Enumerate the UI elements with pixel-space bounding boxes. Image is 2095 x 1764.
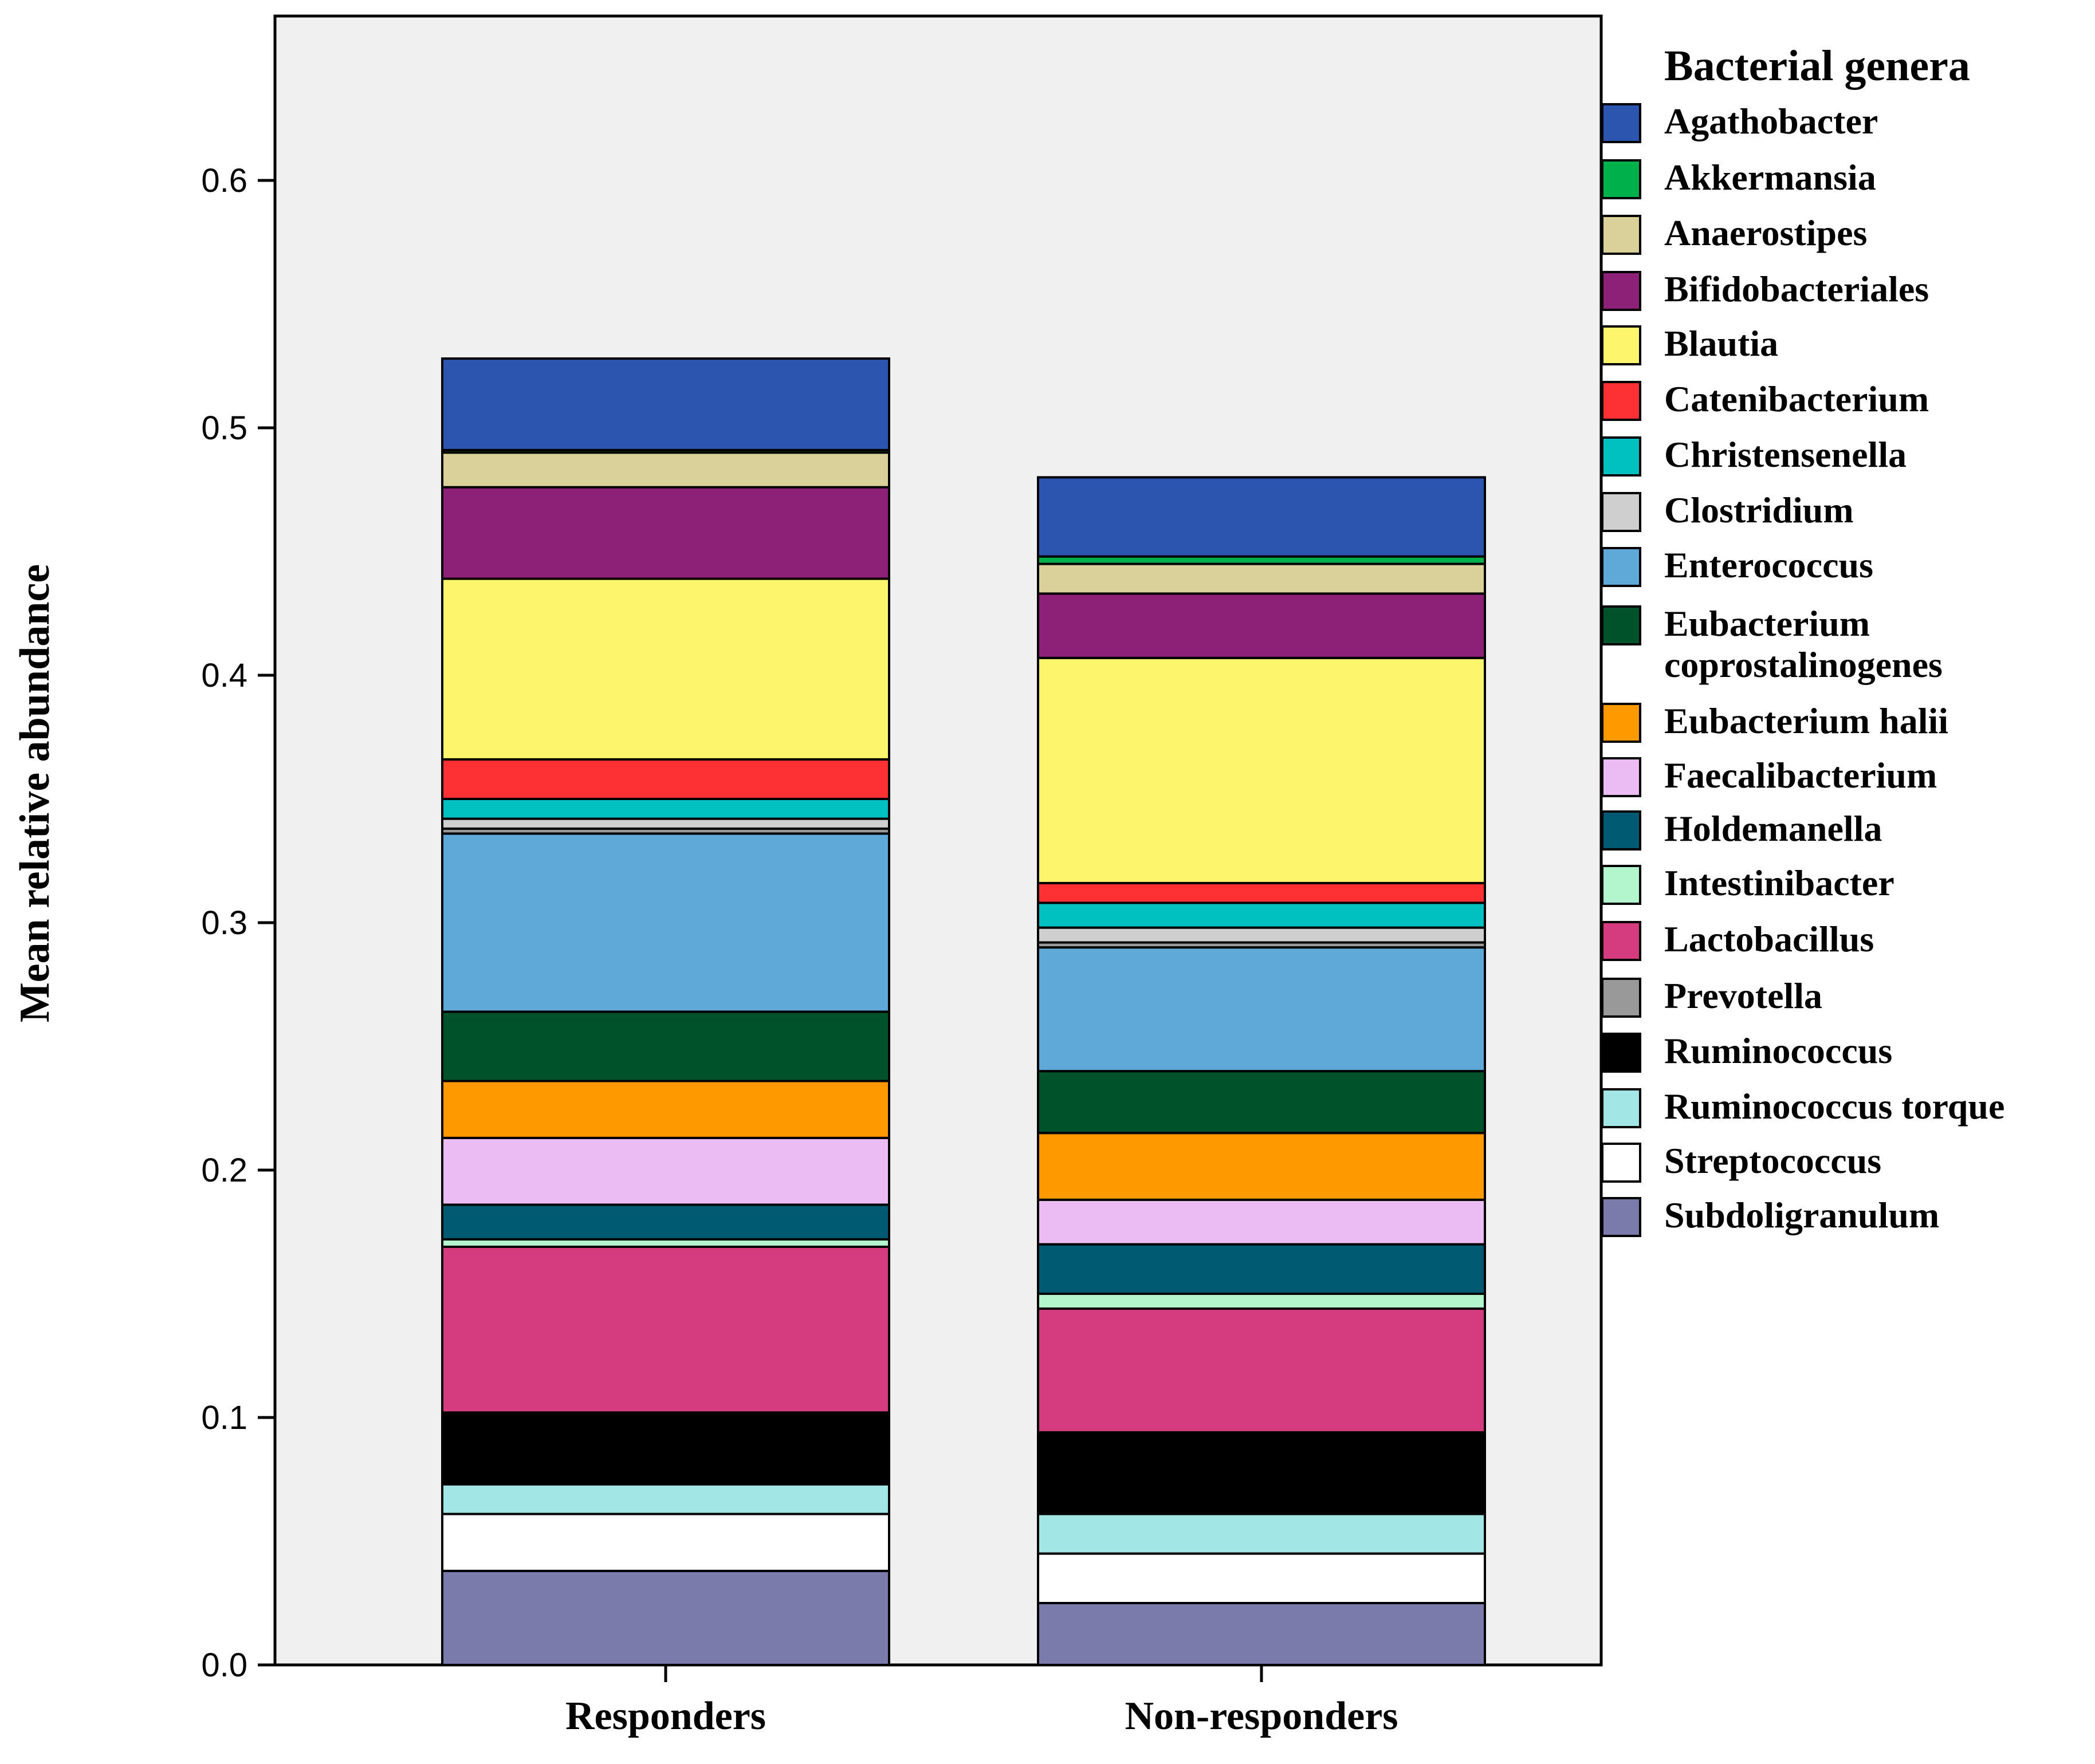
legend-label: Streptococcus: [1664, 1140, 1881, 1181]
bar-segment-clostridium-responders: [441, 817, 890, 830]
legend-label: Agathobacter: [1664, 101, 1878, 141]
legend-label: Anaerostipes: [1664, 212, 1867, 253]
legend-label: Eubacterium: [1664, 603, 1870, 644]
legend: Bacterial genera Agathobacter Akkermansia…: [1601, 42, 2004, 1237]
bars-layer: [441, 357, 1486, 1667]
legend-label: Holdemanella: [1664, 808, 1882, 849]
bar-segment-clostridium-non-responders: [1037, 926, 1486, 944]
legend-label: Christensenella: [1664, 434, 1907, 475]
legend-label: coprostalinogenes: [1664, 644, 1943, 685]
legend-swatch: [1601, 492, 1641, 532]
y-tick-label: 0.2: [201, 1152, 247, 1189]
bar-segment-faecalibacterium-responders: [441, 1136, 890, 1206]
bar-segment-anaerostipes-responders: [441, 451, 890, 489]
legend-label: Blautia: [1664, 323, 1778, 364]
y-tick-label: 0.3: [201, 904, 247, 942]
bar-segment-eubacterium-coprostalinogenes-responders: [441, 1010, 890, 1082]
legend-label: Bifidobacteriales: [1664, 269, 1929, 309]
legend-swatch: [1601, 978, 1641, 1018]
axes-layer: 0.0 0.1 0.2 0.3 0.4 0.5 0.6 Responders Non-respo…: [201, 162, 1398, 1738]
legend-swatch: [1601, 215, 1641, 255]
y-tick-label: 0.6: [201, 162, 247, 199]
bar-segment-blautia-non-responders: [1037, 656, 1486, 884]
legend-label: Prevotella: [1664, 975, 1822, 1016]
bar-segment-christensenella-non-responders: [1037, 901, 1486, 929]
bar-segment-bifidobacteriales-non-responders: [1037, 592, 1486, 659]
bar-segment-holdemanella-non-responders: [1037, 1243, 1486, 1296]
legend-label: Ruminococcus: [1664, 1030, 1892, 1071]
legend-label: Lactobacillus: [1664, 919, 1874, 959]
bar-segment-subdoligranulum-responders: [441, 1569, 890, 1667]
bar-segment-enterococcus-responders: [441, 832, 890, 1013]
bar-segment-streptococcus-responders: [441, 1513, 890, 1572]
bar-segment-eubacterium-coprostalinogenes-non-responders: [1037, 1070, 1486, 1135]
legend-label: Subdoligranulum: [1664, 1195, 1939, 1235]
legend-swatch: [1601, 605, 1641, 645]
y-tick-label: 0.1: [201, 1399, 247, 1436]
legend-label: Ruminococcus torque: [1664, 1086, 2004, 1127]
bar-segment-eubacterium-halii-non-responders: [1037, 1132, 1486, 1201]
y-axis-label: Mean relative abundance: [11, 564, 58, 1022]
legend-swatch: [1601, 325, 1641, 365]
legend-swatch: [1601, 436, 1641, 477]
legend-swatch: [1601, 810, 1641, 850]
bar-segment-streptococcus-non-responders: [1037, 1552, 1486, 1605]
bar-segment-faecalibacterium-non-responders: [1037, 1198, 1486, 1246]
legend-swatch: [1601, 1088, 1641, 1128]
x-category-label: Responders: [565, 1694, 766, 1738]
legend-swatch: [1601, 271, 1641, 311]
legend-label: Clostridium: [1664, 490, 1854, 530]
legend-swatch: [1601, 103, 1641, 143]
x-category-label: Non-responders: [1125, 1694, 1398, 1738]
legend-title: Bacterial genera: [1664, 42, 1970, 90]
legend-swatch: [1601, 1143, 1641, 1183]
legend-swatch: [1601, 921, 1641, 961]
legend-label: Faecalibacterium: [1664, 755, 1937, 796]
bar-segment-holdemanella-responders: [441, 1203, 890, 1241]
y-tick-label: 0.4: [201, 657, 247, 694]
legend-label: Eubacterium halii: [1664, 700, 1948, 741]
bar-segment-catenibacterium-non-responders: [1037, 881, 1486, 904]
bar-segment-ruminococcus-torque-non-responders: [1037, 1513, 1486, 1555]
bar-segment-bifidobacteriales-responders: [441, 486, 890, 580]
legend-swatch: [1601, 1033, 1641, 1073]
legend-label: Enterococcus: [1664, 545, 1873, 585]
bar-segment-enterococcus-non-responders: [1037, 946, 1486, 1073]
bar-segment-agathobacter-non-responders: [1037, 476, 1486, 558]
bar-segment-lactobacillus-responders: [441, 1245, 890, 1414]
legend-swatch: [1601, 381, 1641, 421]
bar-segment-anaerostipes-non-responders: [1037, 562, 1486, 595]
legend-label: Catenibacterium: [1664, 379, 1929, 419]
legend-swatch: [1601, 159, 1641, 199]
bar-segment-subdoligranulum-non-responders: [1037, 1602, 1486, 1666]
bar-segment-ruminococcus-responders: [441, 1411, 890, 1486]
bar-segment-catenibacterium-responders: [441, 758, 890, 801]
legend-swatch: [1601, 1197, 1641, 1237]
legend-label: Akkermansia: [1664, 157, 1876, 198]
bar-segment-ruminococcus-non-responders: [1037, 1431, 1486, 1515]
legend-label: Intestinibacter: [1664, 863, 1894, 903]
bar-segment-ruminococcus-torque-responders: [441, 1483, 890, 1515]
legend-swatch: [1601, 547, 1641, 587]
bar-segment-christensenella-responders: [441, 798, 890, 820]
bar-segment-blautia-responders: [441, 577, 890, 761]
legend-swatch: [1601, 757, 1641, 797]
y-tick-label: 0.0: [201, 1647, 247, 1684]
bar-segment-lactobacillus-non-responders: [1037, 1307, 1486, 1434]
y-tick-label: 0.5: [201, 410, 247, 447]
bar-segment-agathobacter-responders: [441, 357, 890, 451]
legend-swatch: [1601, 703, 1641, 743]
bar-segment-intestinibacter-non-responders: [1037, 1293, 1486, 1310]
bar-segment-eubacterium-halii-responders: [441, 1080, 890, 1139]
legend-swatch: [1601, 865, 1641, 905]
